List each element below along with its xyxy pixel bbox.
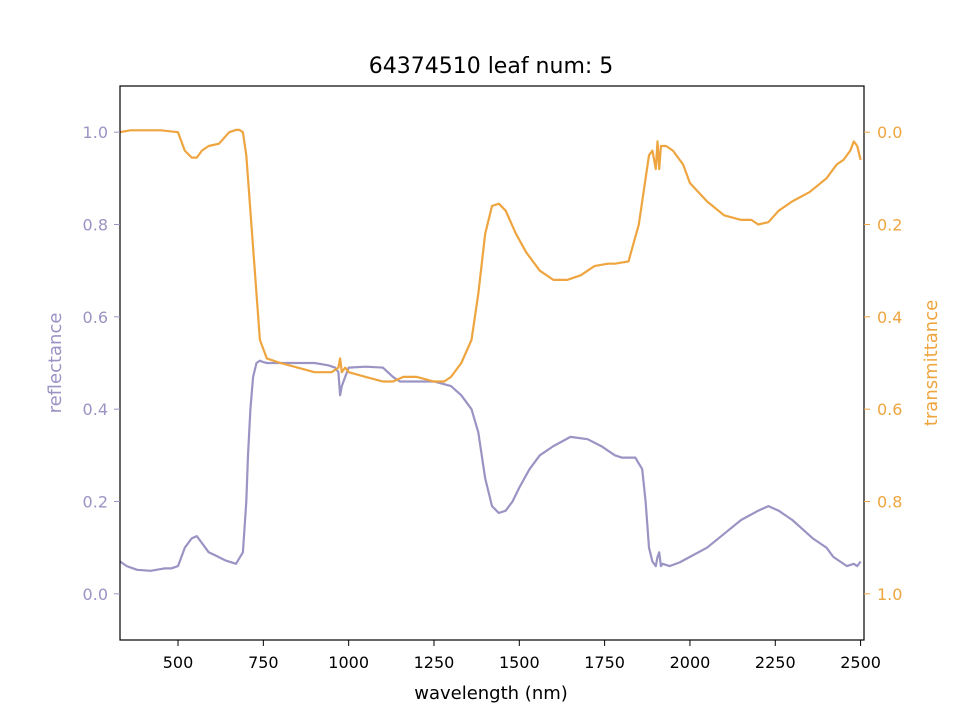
left-tick-label: 0.2 — [83, 493, 108, 512]
chart-title: 64374510 leaf num: 5 — [369, 54, 614, 79]
right-tick-label: 0.4 — [877, 308, 902, 327]
x-tick-label: 1250 — [414, 653, 455, 672]
left-tick-label: 0.0 — [83, 585, 108, 604]
right-tick-label: 1.0 — [877, 585, 902, 604]
plot-frame — [119, 85, 865, 641]
x-tick-label: 2000 — [670, 653, 711, 672]
right-tick-label: 0.8 — [877, 493, 902, 512]
reflectance-series-line — [119, 359, 862, 572]
left-tick-label: 0.8 — [83, 216, 108, 235]
right-tick-label: 0.2 — [877, 216, 902, 235]
x-tick-label: 500 — [163, 653, 194, 672]
left-axis-ticks: 0.0 0.2 0.4 0.6 0.8 1.0 — [83, 123, 120, 604]
right-tick-label: 0.0 — [877, 123, 902, 142]
right-axis-ticks: 0.0 0.2 0.4 0.6 0.8 1.0 — [864, 123, 902, 604]
transmittance-axis-label: transmittance — [921, 300, 942, 426]
x-tick-label: 1500 — [499, 653, 540, 672]
left-tick-label: 0.4 — [83, 400, 108, 419]
right-tick-label: 0.6 — [877, 400, 902, 419]
transmittance-series-line — [119, 128, 862, 383]
x-tick-label: 1750 — [584, 653, 625, 672]
left-tick-label: 0.6 — [83, 308, 108, 327]
x-tick-label: 750 — [248, 653, 279, 672]
reflectance-axis-label: reflectance — [45, 313, 66, 414]
left-tick-label: 1.0 — [83, 123, 108, 142]
x-tick-label: 2500 — [840, 653, 881, 672]
plot-lines — [119, 128, 862, 572]
x-tick-label: 2250 — [755, 653, 796, 672]
x-axis-label: wavelength (nm) — [414, 683, 568, 704]
x-tick-label: 1000 — [328, 653, 369, 672]
x-axis-ticks: 500 750 1000 1250 1500 1750 2000 2250 2500 — [163, 640, 881, 672]
